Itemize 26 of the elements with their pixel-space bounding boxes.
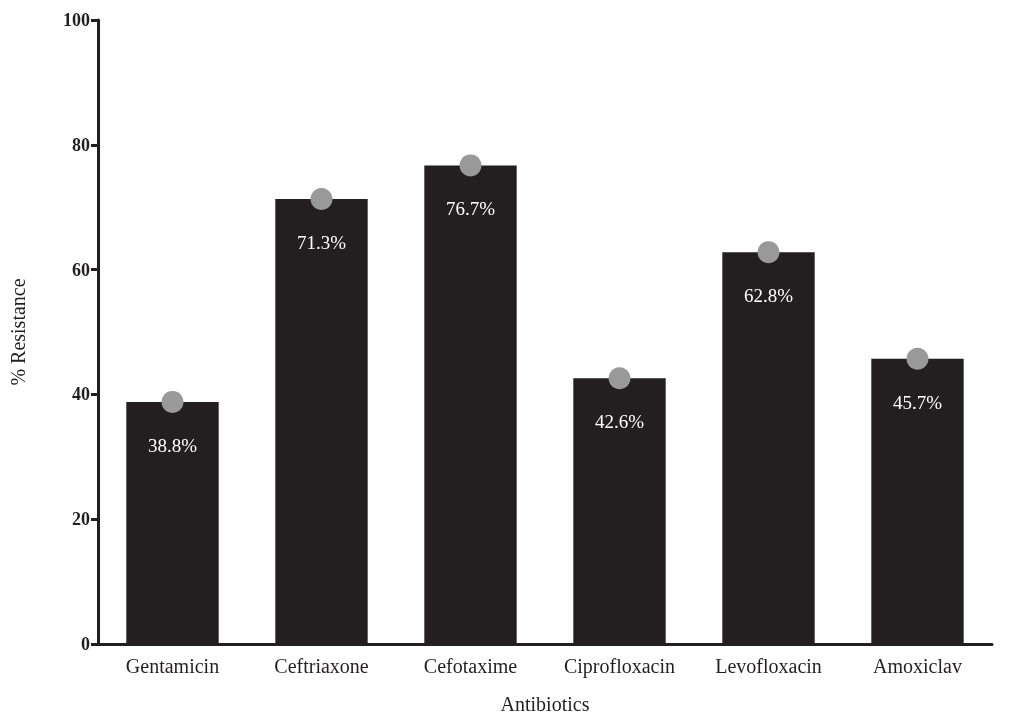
x-tick-label: Cefotaxime	[423, 655, 518, 677]
data-label: 71.3%	[296, 232, 347, 254]
x-tick-label: Ciprofloxacin	[563, 655, 676, 678]
x-tick-label: Levofloxacin	[715, 655, 822, 677]
point	[161, 390, 184, 413]
point	[608, 367, 631, 390]
y-tick-label: 80	[72, 134, 90, 155]
data-label: 76.7%	[445, 198, 496, 220]
data-label: 38.8%	[147, 434, 198, 456]
y-tick-label: 40	[72, 384, 90, 405]
point	[757, 241, 780, 264]
y-tick-label: 20	[72, 509, 90, 530]
y-tick-label: 60	[72, 259, 90, 280]
data-label: 62.8%	[743, 285, 794, 307]
data-label: 42.6%	[594, 411, 645, 433]
x-tick-label: Ceftriaxone	[274, 655, 369, 677]
data-label: 45.7%	[892, 391, 943, 413]
y-tick-label: 0	[81, 634, 90, 654]
y-tick-label: 100	[63, 10, 90, 30]
point	[459, 154, 482, 177]
point	[906, 347, 929, 370]
x-tick-label: Gentamicin	[125, 655, 220, 677]
x-tick-label: Amoxiclav	[873, 655, 962, 677]
x-axis-title: Antibiotics	[500, 693, 590, 715]
point	[310, 188, 333, 211]
y-axis-title: % Resistance	[7, 278, 29, 386]
